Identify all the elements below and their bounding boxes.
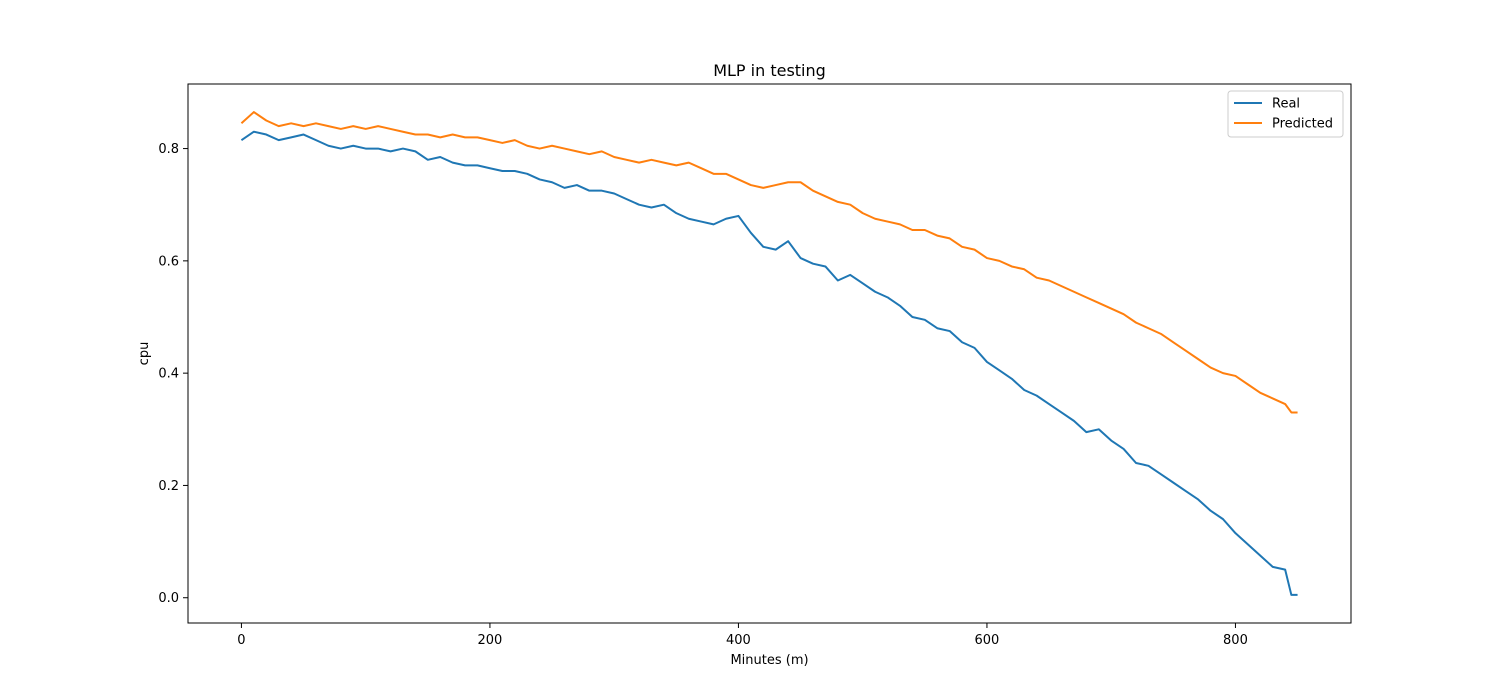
x-tick-label: 600 (975, 633, 1000, 648)
series-line-predicted (240, 111, 1298, 414)
series-layer (240, 111, 1298, 596)
x-tick-label: 400 (726, 633, 751, 648)
legend-label-predicted: Predicted (1272, 117, 1333, 132)
plot-frame (187, 83, 1352, 624)
x-tick-label: 200 (478, 633, 503, 648)
legend-label-real: Real (1272, 97, 1300, 112)
y-axis-label: cpu (137, 342, 152, 366)
x-tick-label: 800 (1223, 633, 1248, 648)
x-axis: 0 200 400 600 800 (237, 623, 1248, 648)
y-tick-label: 0.8 (158, 142, 179, 157)
y-tick-label: 0.0 (158, 591, 179, 606)
y-tick-label: 0.4 (158, 367, 179, 382)
series-line-real (240, 130, 1298, 596)
y-tick-label: 0.6 (158, 254, 179, 269)
legend: Real Predicted (1227, 90, 1344, 138)
x-axis-label: Minutes (m) (730, 653, 808, 668)
chart-title: MLP in testing (713, 61, 826, 80)
y-axis: 0.0 0.2 0.4 0.6 0.8 (158, 142, 188, 606)
y-tick-label: 0.2 (158, 479, 179, 494)
x-tick-label: 0 (237, 633, 245, 648)
